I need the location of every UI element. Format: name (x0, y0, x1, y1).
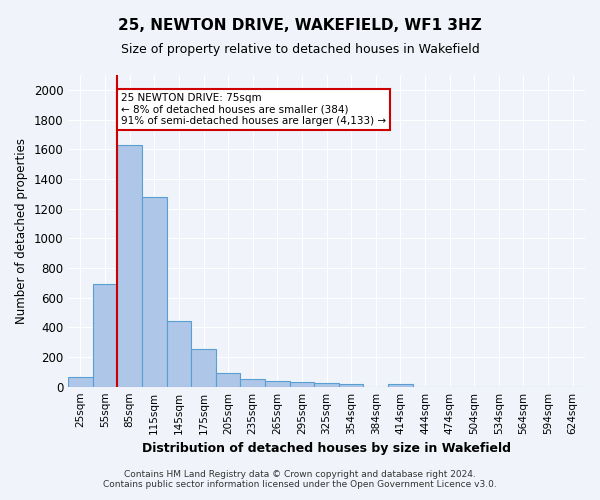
Bar (216, 374, 241, 386)
Bar (118, 145, 142, 386)
Bar (265, 380, 290, 386)
Text: 25, NEWTON DRIVE, WAKEFIELD, WF1 3HZ: 25, NEWTON DRIVE, WAKEFIELD, WF1 3HZ (118, 18, 482, 32)
Bar (93, 284, 118, 386)
Bar (142, 196, 167, 386)
Y-axis label: Number of detached properties: Number of detached properties (15, 138, 28, 324)
X-axis label: Distribution of detached houses by size in Wakefield: Distribution of detached houses by size … (142, 442, 511, 455)
Text: 25 NEWTON DRIVE: 75sqm
← 8% of detached houses are smaller (384)
91% of semi-det: 25 NEWTON DRIVE: 75sqm ← 8% of detached … (121, 93, 386, 126)
Text: Size of property relative to detached houses in Wakefield: Size of property relative to detached ho… (121, 42, 479, 56)
Bar (241, 378, 265, 386)
Bar (388, 384, 413, 386)
Bar (314, 383, 339, 386)
Text: Contains HM Land Registry data © Crown copyright and database right 2024.
Contai: Contains HM Land Registry data © Crown c… (103, 470, 497, 489)
Bar (191, 349, 216, 387)
Bar (290, 382, 314, 386)
Bar (339, 384, 364, 386)
Bar (167, 322, 191, 386)
Bar (68, 377, 93, 386)
